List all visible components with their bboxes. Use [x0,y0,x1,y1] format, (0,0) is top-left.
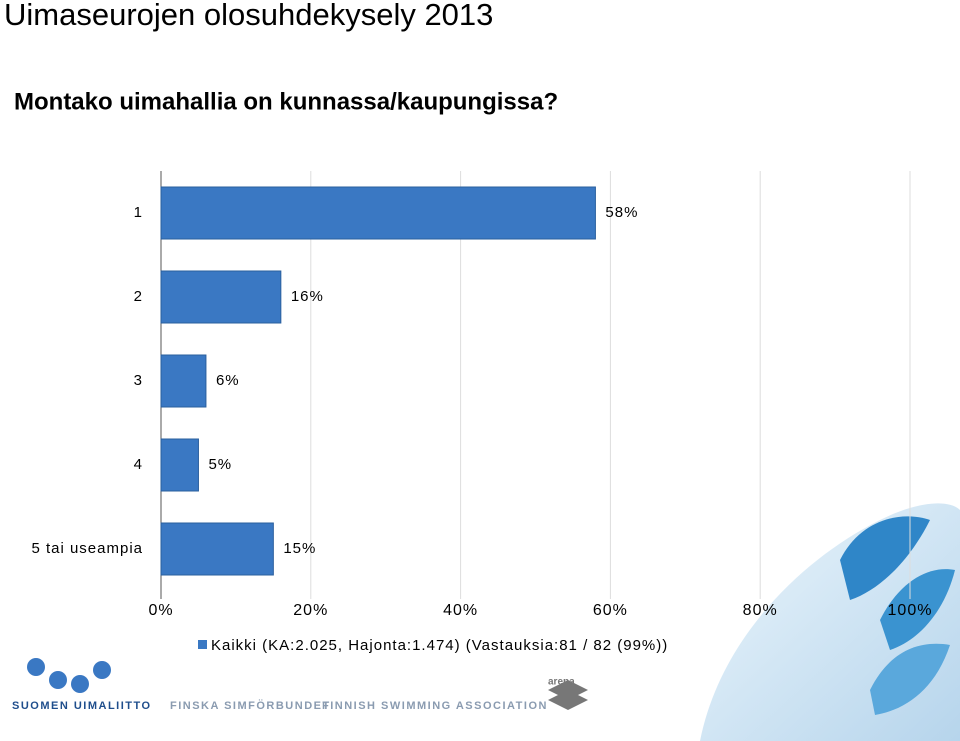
plot: 0% 20% 40% 60% 80% 100% 1 58% 2 16% 3 6% 4 5% 5 tai us… [31,171,933,654]
legend-swatch [198,640,207,649]
value-label: 15% [283,540,316,557]
x-tick-label: 60% [593,602,628,619]
logo-mark [49,671,67,689]
value-label: 5% [208,456,232,473]
x-tick-label: 20% [293,602,328,619]
x-tick-label: 80% [743,602,778,619]
value-label: 16% [291,288,324,305]
title: Uimaseurojen olosuhdekysely 2013 [4,0,493,32]
logo-mark [71,675,89,693]
subtitle: Montako uimahallia on kunnassa/kaupungis… [14,88,558,115]
bar [160,354,207,408]
value-label: 58% [605,204,638,221]
category-label: 2 [134,288,143,305]
footer-text: arena [548,677,575,688]
category-label: 5 tai useampia [31,540,143,557]
logo-mark [27,658,45,676]
decoration [840,516,930,600]
bar [160,438,199,492]
category-label: 1 [134,204,143,221]
logo-mark [93,661,111,679]
decoration [880,569,955,650]
legend-label: Kaikki (KA:2.025, Hajonta:1.474) (Vastau… [211,637,668,654]
x-tick-label: 100% [888,602,933,619]
decoration [870,643,950,715]
x-tick-label: 40% [443,602,478,619]
bar [160,186,596,240]
bar [160,522,274,576]
value-label: 6% [216,372,240,389]
category-label: 3 [134,372,143,389]
footer-text: SUOMEN UIMALIITTO [12,700,152,712]
footer-text: FINNISH SWIMMING ASSOCIATION [322,700,548,712]
category-label: 4 [134,456,143,473]
bar [160,270,282,324]
arena-logo [548,680,588,710]
footer-text: FINSKA SIMFÖRBUNDET [170,699,331,712]
x-tick-label: 0% [148,602,173,619]
